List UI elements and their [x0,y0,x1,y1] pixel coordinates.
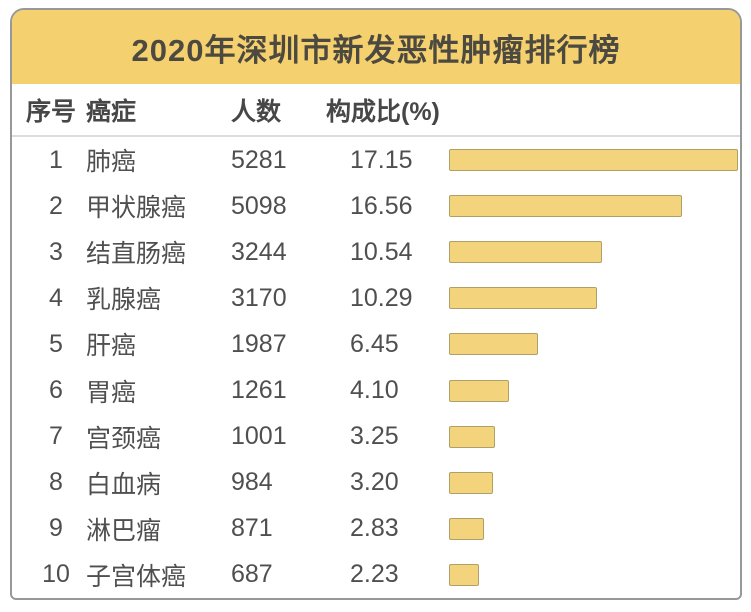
rank-cell: 8 [49,468,63,497]
rank-cell: 6 [49,376,63,405]
count-cell: 3244 [231,237,287,266]
table-row: 6 胃癌 1261 4.10 [12,367,740,413]
ranking-card: 2020年深圳市新发恶性肿瘤排行榜 序号 癌症 人数 构成比(%) 1 肺癌 528… [10,8,742,600]
column-header-cancer: 癌症 [86,97,137,126]
bar-cell [441,379,726,402]
cancer-cell: 白血病 [86,470,162,499]
table-header-row: 序号 癌症 人数 构成比(%) [12,84,740,137]
percent-bar [449,287,597,310]
table-row: 3 结直肠癌 3244 10.54 [12,229,740,275]
count-cell: 1001 [231,422,287,451]
percent-bar [449,517,484,540]
bar-cell [441,149,738,172]
bar-cell [441,517,726,540]
cancer-cell: 肝癌 [86,332,137,361]
percent-bar [449,471,493,494]
count-cell: 5098 [231,191,287,220]
table-row: 5 肝癌 1987 6.45 [12,321,740,367]
rank-cell: 1 [49,145,63,174]
column-header-count: 人数 [231,97,282,126]
rank-cell: 5 [49,329,63,358]
rank-cell: 9 [49,514,63,543]
column-header-rank: 序号 [26,97,77,126]
cancer-cell: 宫颈癌 [86,424,162,453]
percent-bar [449,195,682,218]
count-cell: 1987 [231,329,287,358]
cancer-cell: 胃癌 [86,378,137,407]
bar-cell [441,195,726,218]
bar-cell [441,425,726,448]
table-row: 2 甲状腺癌 5098 16.56 [12,183,740,229]
rank-cell: 10 [42,560,70,589]
table-row: 7 宫颈癌 1001 3.25 [12,414,740,460]
percent-cell: 10.54 [350,237,413,266]
cancer-cell: 乳腺癌 [86,286,162,315]
count-cell: 687 [231,560,273,589]
bar-cell [441,287,726,310]
table-body: 1 肺癌 5281 17.15 2 甲状腺癌 5098 16.56 3 结直肠癌 3244 10.54… [12,137,740,598]
percent-cell: 17.15 [350,145,413,174]
cancer-cell: 肺癌 [86,148,137,177]
percent-cell: 3.25 [350,422,399,451]
table-row: 8 白血病 984 3.20 [12,460,740,506]
count-cell: 871 [231,514,273,543]
percent-bar [449,563,479,586]
count-cell: 1261 [231,376,287,405]
percent-cell: 2.23 [350,560,399,589]
percent-cell: 16.56 [350,191,413,220]
percent-bar [449,379,509,402]
bar-cell [441,241,726,264]
percent-cell: 3.20 [350,468,399,497]
bar-cell [441,333,726,356]
rank-cell: 7 [49,422,63,451]
table-row: 9 淋巴瘤 871 2.83 [12,506,740,552]
rank-cell: 4 [49,283,63,312]
bar-cell [441,471,726,494]
percent-cell: 6.45 [350,329,399,358]
table-row: 1 肺癌 5281 17.15 [12,137,740,183]
cancer-cell: 淋巴瘤 [86,516,162,545]
count-cell: 3170 [231,283,287,312]
percent-cell: 10.29 [350,283,413,312]
percent-bar [449,241,602,264]
cancer-cell: 结直肠癌 [86,240,187,269]
column-header-percent: 构成比(%) [326,97,440,126]
cancer-cell: 甲状腺癌 [86,194,187,223]
cancer-cell: 子宫体癌 [86,562,187,591]
table-row: 4 乳腺癌 3170 10.29 [12,275,740,321]
percent-bar [449,149,738,172]
title-banner: 2020年深圳市新发恶性肿瘤排行榜 [12,10,740,84]
count-cell: 984 [231,468,273,497]
percent-cell: 4.10 [350,376,399,405]
rank-cell: 2 [49,191,63,220]
percent-bar [449,333,538,356]
percent-cell: 2.83 [350,514,399,543]
table-row: 10 子宫体癌 687 2.23 [12,552,740,598]
rank-cell: 3 [49,237,63,266]
percent-bar [449,425,495,448]
chart-title: 2020年深圳市新发恶性肿瘤排行榜 [131,32,621,68]
count-cell: 5281 [231,145,287,174]
bar-cell [441,563,726,586]
